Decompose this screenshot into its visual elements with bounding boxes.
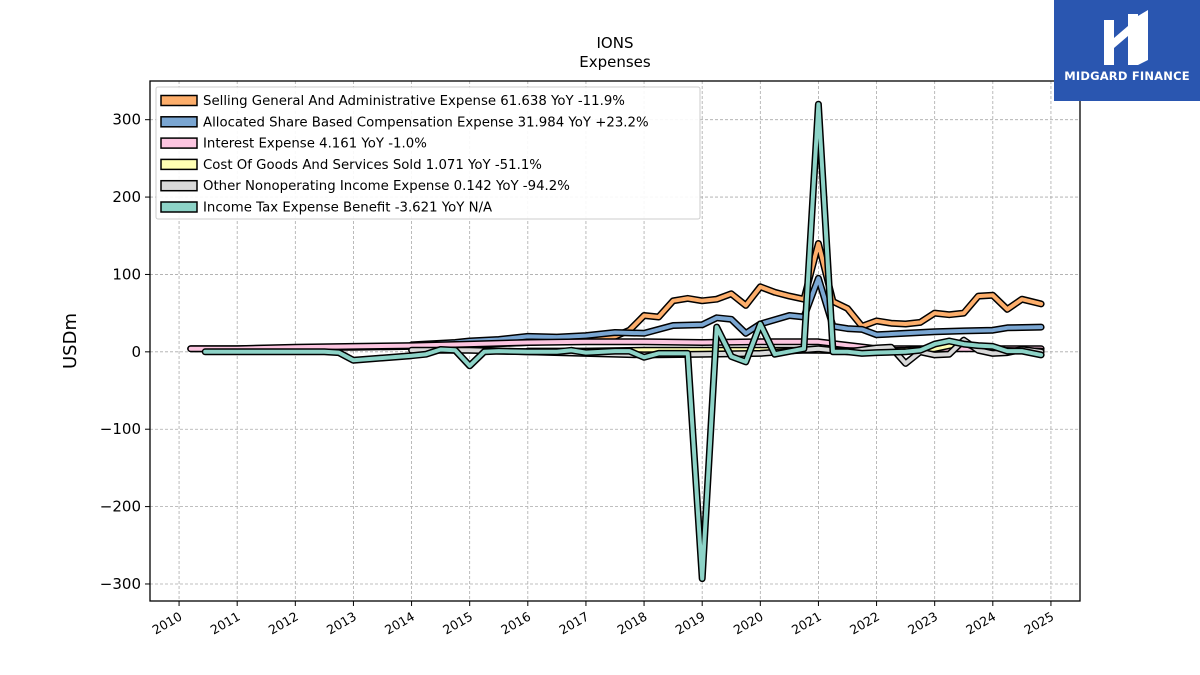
- midgard-finance-logo: MIDGARD FINANCE: [1054, 0, 1200, 101]
- x-tick-label: 2015: [440, 609, 475, 638]
- x-tick-label: 2010: [150, 609, 185, 638]
- x-tick-label: 2013: [324, 609, 359, 638]
- chart-subtitle: Expenses: [579, 53, 651, 71]
- x-tick-label: 2012: [266, 609, 301, 638]
- legend-label: Cost Of Goods And Services Sold 1.071 Yo…: [203, 158, 542, 173]
- x-tick-label: 2014: [382, 609, 417, 638]
- legend-swatch: [160, 137, 198, 149]
- y-tick-label: 0: [131, 343, 141, 361]
- x-tick-label: 2016: [498, 609, 533, 638]
- x-tick-label: 2025: [1021, 609, 1056, 638]
- legend-swatch: [160, 158, 198, 171]
- y-axis-label: USDm: [60, 313, 81, 369]
- y-tick-label: 200: [112, 188, 141, 206]
- x-tick-label: 2019: [673, 609, 708, 638]
- legend-label: Selling General And Administrative Expen…: [203, 94, 625, 109]
- x-tick-label: 2023: [905, 609, 940, 638]
- legend-label: Income Tax Expense Benefit -3.621 YoY N/…: [203, 201, 492, 216]
- legend-label: Allocated Share Based Compensation Expen…: [203, 115, 649, 130]
- y-tick-label: −300: [100, 575, 141, 593]
- series-line-income-tax-expense-benefit: [203, 102, 1044, 581]
- legend-box: [155, 86, 701, 220]
- midgard-logo-icon: [1104, 10, 1148, 65]
- x-tick-label: 2024: [963, 609, 998, 638]
- chart-title: IONS: [597, 34, 634, 52]
- legend-swatch: [160, 179, 198, 192]
- x-tick-label: 2018: [615, 609, 650, 638]
- series-lines: [187, 100, 1045, 583]
- legend-swatch: [160, 94, 198, 107]
- x-tick-label: 2021: [789, 609, 824, 638]
- y-tick-label: 100: [112, 265, 141, 283]
- legend: Selling General And Administrative Expen…: [155, 86, 701, 220]
- y-tick-label: −100: [100, 420, 141, 438]
- legend-label: Other Nonoperating Income Expense 0.142 …: [203, 179, 570, 194]
- x-tick-label: 2020: [731, 609, 766, 638]
- legend-swatch: [160, 201, 198, 213]
- plot-frame: [149, 80, 1081, 602]
- legend-swatch: [160, 116, 198, 128]
- x-tick-label: 2017: [556, 609, 591, 638]
- x-tick-label: 2022: [847, 609, 882, 638]
- logo-text: MIDGARD FINANCE: [1064, 69, 1190, 83]
- y-tick-label: −200: [100, 498, 141, 516]
- legend-label: Interest Expense 4.161 YoY -1.0%: [203, 137, 427, 152]
- x-tick-label: 2011: [208, 609, 243, 638]
- y-tick-label: 300: [112, 111, 141, 129]
